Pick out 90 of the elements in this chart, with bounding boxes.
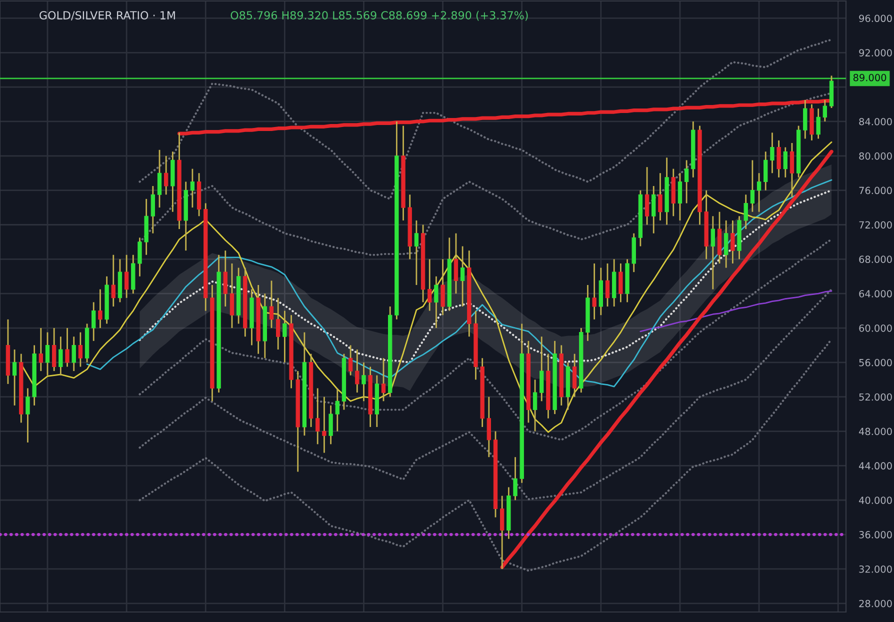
candlestick: [98, 288, 102, 329]
candlestick: [190, 168, 195, 208]
candlestick: [78, 332, 83, 368]
candlestick: [816, 108, 820, 140]
candlestick: [124, 254, 129, 299]
y-tick-label: 96.000: [859, 14, 892, 22]
y-tick-label: 68.000: [859, 256, 892, 263]
candlestick: [92, 302, 96, 342]
candlestick: [572, 353, 577, 398]
candlestick: [316, 388, 320, 445]
candlestick: [157, 149, 162, 208]
y-tick-label: 84.000: [859, 118, 892, 126]
candlestick: [592, 262, 596, 320]
candlestick: [45, 332, 50, 376]
line-series: [138, 338, 833, 572]
candlestick: [684, 160, 689, 204]
candlestick: [803, 99, 808, 140]
candlestick: [164, 155, 168, 196]
ref-line-label: 89.000: [853, 74, 886, 82]
y-tick-label: 36.000: [859, 531, 892, 538]
candlestick: [783, 146, 788, 178]
candlestick: [460, 246, 465, 308]
y-tick-label: 32.000: [859, 565, 892, 573]
y-tick-label: 56.000: [859, 358, 892, 366]
candlestick: [764, 150, 768, 192]
candlestick: [730, 220, 735, 264]
candlestick: [26, 388, 30, 444]
candlestick: [322, 396, 326, 454]
y-tick-label: 64.000: [859, 290, 892, 298]
candlestick: [414, 220, 419, 286]
y-tick-label: 44.000: [858, 462, 892, 470]
y-tick-label: 28.000: [859, 600, 892, 608]
candlestick: [58, 336, 63, 376]
candlestick: [532, 378, 538, 432]
candlestick: [381, 357, 386, 402]
y-tick-label: 80.000: [859, 152, 892, 160]
candlestick: [138, 236, 142, 278]
line-series: [138, 238, 833, 441]
candlestick: [72, 336, 76, 372]
candlestick: [652, 185, 656, 234]
candlestick: [355, 348, 360, 394]
candlestick: [111, 254, 116, 308]
line-series: [138, 38, 833, 200]
line-series: [138, 189, 833, 364]
candlestick: [12, 348, 17, 406]
candlestick: [328, 404, 333, 445]
y-tick-label: 48.000: [858, 428, 892, 436]
text: GOLD/SILVER RATIO · 1M: [40, 11, 175, 20]
y-tick-label: 40.000: [858, 496, 892, 504]
candlestick: [282, 310, 287, 364]
candlestick: [150, 185, 156, 234]
y-tick-label: 52.000: [859, 393, 892, 401]
candlestick: [756, 172, 762, 213]
candlestick: [678, 172, 682, 222]
candlestick: [428, 258, 432, 312]
candlestick: [52, 327, 56, 372]
candlestick: [513, 456, 518, 501]
candlestick: [744, 194, 748, 230]
candlestick: [434, 276, 438, 329]
candlestick: [750, 160, 755, 213]
text: O85.796 H89.320 L85.569 C88.699 +2.890 (+3.37%): [230, 10, 528, 21]
candlestick: [770, 132, 774, 174]
candlestick: [605, 262, 610, 308]
candlestick: [335, 388, 340, 432]
line-series: [640, 290, 832, 332]
candlestick: [348, 344, 353, 376]
candlestick: [776, 140, 781, 178]
y-tick-label: 76.000: [859, 186, 892, 194]
candlestick: [454, 232, 458, 294]
candlestick: [644, 166, 650, 226]
line-series: [500, 150, 834, 570]
candlestick: [223, 250, 228, 308]
candlestick: [65, 327, 70, 368]
candlestick: [724, 220, 728, 268]
candlestick: [38, 327, 44, 372]
y-tick-label: 92.000: [859, 49, 892, 56]
candlestick: [618, 262, 623, 303]
candlestick: [710, 215, 716, 290]
candlestick: [658, 172, 662, 222]
candlestick: [486, 396, 492, 458]
candlestick: [540, 336, 544, 402]
candlestick: [230, 262, 234, 329]
candlestick: [276, 297, 280, 350]
y-tick-label: 72.000: [859, 221, 892, 229]
candlestick: [362, 362, 366, 402]
candlestick: [269, 280, 274, 329]
y-tick-label: 60.000: [859, 324, 892, 332]
candlestick: [822, 99, 828, 122]
candlestick: [440, 258, 445, 316]
line-series: [138, 288, 833, 500]
